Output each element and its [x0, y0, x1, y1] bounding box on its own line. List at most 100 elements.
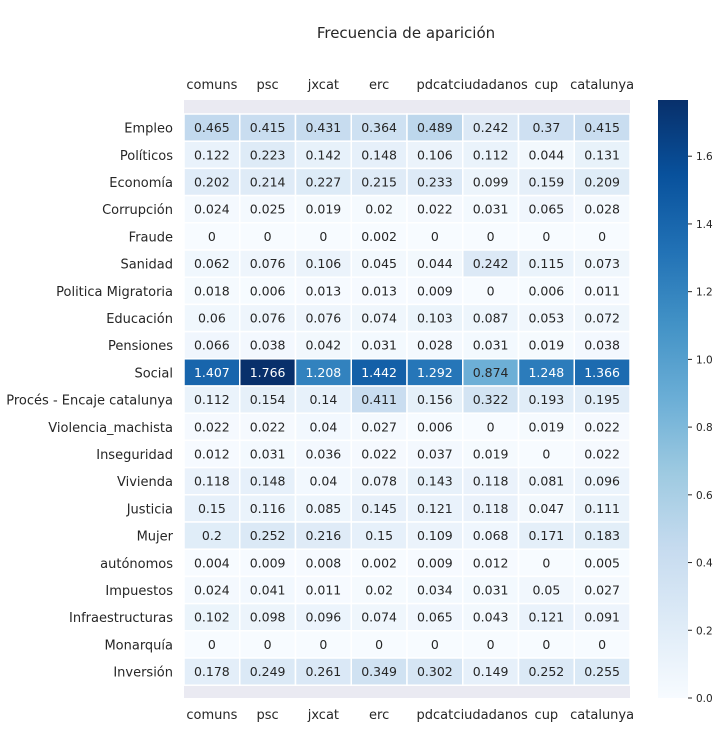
heatmap-cell: [239, 113, 297, 142]
cell-annotation: 0: [264, 637, 272, 652]
y-tick-label: Justicia: [126, 502, 173, 517]
heatmap-cell: [573, 657, 631, 686]
cell-annotation: 0.223: [250, 147, 286, 162]
cell-annotation: 0: [319, 229, 327, 244]
heatmap-cell: [183, 276, 241, 306]
cell-annotation: 0.076: [305, 311, 341, 326]
cell-annotation: 0.081: [528, 474, 564, 489]
y-tick-label: Politica Migratoria: [56, 285, 173, 300]
cell-annotation: 0.159: [528, 175, 564, 190]
cell-annotation: 0.183: [584, 528, 620, 543]
cell-annotation: 0.002: [361, 555, 397, 570]
cell-annotation: 0.143: [417, 474, 453, 489]
cell-annotation: 0.076: [250, 311, 286, 326]
cell-annotation: 0.009: [417, 555, 453, 570]
cell-annotation: 0.37: [532, 120, 560, 135]
cell-annotation: 0.044: [528, 147, 564, 162]
cell-annotation: 0.096: [584, 474, 620, 489]
cell-annotation: 0.15: [365, 528, 393, 543]
x-tick-label-bottom: comuns: [186, 708, 237, 723]
cell-annotation: 0.022: [250, 419, 286, 434]
colorbar-tick-label: 1.6: [696, 151, 713, 163]
heatmap-cell: [239, 140, 297, 170]
cell-annotation: 0.037: [417, 447, 453, 462]
cell-annotation: 0.044: [417, 256, 453, 271]
cell-annotation: 0: [208, 637, 216, 652]
colorbar-tick-label: 0.2: [696, 625, 713, 637]
colorbar-tick-label: 0.0: [696, 693, 713, 705]
cell-annotation: 0.111: [584, 501, 620, 516]
colorbar-tick-label: 0.4: [696, 558, 713, 570]
cell-annotation: 0.019: [528, 419, 564, 434]
cell-annotation: 0.249: [250, 664, 286, 679]
y-tick-label: Inversión: [113, 666, 173, 681]
cell-annotation: 0.099: [473, 175, 509, 190]
cell-annotation: 0: [375, 637, 383, 652]
cell-annotation: 0.087: [473, 311, 509, 326]
cell-annotation: 0.022: [417, 202, 453, 217]
cell-annotation: 0.031: [473, 202, 509, 217]
heatmap-cell: [294, 521, 352, 550]
heatmap-cell: [350, 412, 408, 442]
heatmap-cell: [406, 548, 464, 578]
cell-annotation: 0.006: [250, 283, 286, 298]
cell-annotation: 0.013: [361, 283, 397, 298]
heatmap-cell: [517, 140, 575, 170]
cell-annotation: 0.195: [584, 392, 620, 407]
heatmap-cell: [462, 140, 520, 170]
heatmap-cell: [462, 276, 520, 306]
x-tick-label-top: psc: [257, 78, 279, 93]
cell-annotation: 0.06: [198, 311, 226, 326]
x-tick-label-top: cup: [535, 78, 559, 93]
heatmap-cell: [573, 303, 631, 333]
cell-annotation: 0.091: [584, 610, 620, 625]
heatmap-cell: [183, 575, 241, 605]
y-tick-label: Impuestos: [105, 584, 173, 599]
cell-annotation: 0.874: [473, 365, 509, 380]
cell-annotation: 0: [431, 229, 439, 244]
cell-annotation: 0.005: [584, 555, 620, 570]
cell-annotation: 0.106: [305, 256, 341, 271]
heatmap-cell: [183, 113, 241, 142]
cell-annotation: 0.154: [250, 392, 286, 407]
heatmap-cell: [573, 249, 631, 278]
cell-annotation: 0.14: [309, 392, 337, 407]
cell-annotation: 0.043: [473, 610, 509, 625]
cell-annotation: 0.364: [361, 120, 397, 135]
colorbar-tick-label: 1.0: [696, 354, 713, 366]
cell-annotation: 0.073: [584, 256, 620, 271]
cell-annotation: 0.036: [305, 447, 341, 462]
x-tick-label-top: catalunya: [570, 78, 634, 93]
heatmap-cell: [183, 358, 241, 387]
cell-annotation: 0.118: [473, 501, 509, 516]
cell-annotation: 0.148: [361, 147, 397, 162]
cell-annotation: 0.2: [202, 528, 222, 543]
cell-annotation: 1.442: [361, 365, 397, 380]
cell-annotation: 0.227: [305, 175, 341, 190]
cell-annotation: 0: [264, 229, 272, 244]
cell-annotation: 0.322: [473, 392, 509, 407]
cell-annotation: 0.022: [194, 419, 230, 434]
cell-annotation: 0.118: [473, 474, 509, 489]
cell-annotation: 0.02: [365, 202, 393, 217]
y-tick-label: Inseguridad: [96, 448, 173, 463]
cell-annotation: 0.178: [194, 664, 230, 679]
heatmap-cell: [183, 194, 241, 224]
cell-annotation: 0.019: [305, 202, 341, 217]
cell-annotation: 1.366: [584, 365, 620, 380]
cell-annotation: 0: [542, 637, 550, 652]
cell-annotation: 0.019: [473, 447, 509, 462]
heatmap-cell: [517, 303, 575, 333]
cell-annotation: 0.209: [584, 175, 620, 190]
heatmap-cell: [573, 385, 631, 414]
cell-annotation: 0.019: [528, 338, 564, 353]
cell-annotation: 0.022: [584, 419, 620, 434]
cell-annotation: 0: [431, 637, 439, 652]
x-tick-label-top: ciudadanos: [453, 78, 528, 93]
y-tick-label: Monarquía: [104, 638, 173, 653]
heatmap-cell: [294, 113, 352, 142]
cell-annotation: 0.098: [250, 610, 286, 625]
heatmap-cell: [573, 276, 631, 306]
cell-annotation: 0.076: [250, 256, 286, 271]
cell-annotation: 0.011: [584, 283, 620, 298]
